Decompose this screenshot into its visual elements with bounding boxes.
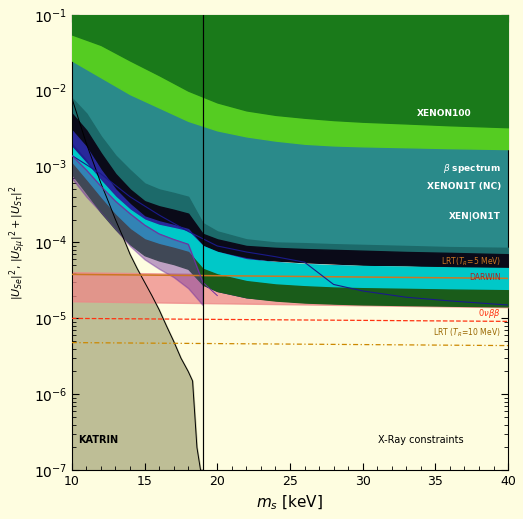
Y-axis label: $|U_{Se}|^2$, $|U_{S\mu}|^2+|U_{S\tau}|^2$: $|U_{Se}|^2$, $|U_{S\mu}|^2+|U_{S\tau}|^… bbox=[7, 185, 28, 300]
Text: LRT($T_R$=5 MeV): LRT($T_R$=5 MeV) bbox=[440, 256, 501, 268]
Text: X-Ray constraints: X-Ray constraints bbox=[378, 435, 464, 445]
Text: KATRIN: KATRIN bbox=[78, 435, 118, 445]
Text: XENON100: XENON100 bbox=[417, 109, 472, 118]
Text: $\beta$ spectrum: $\beta$ spectrum bbox=[443, 162, 501, 175]
Text: $0\nu\beta\beta$: $0\nu\beta\beta$ bbox=[479, 307, 501, 320]
Text: LRT ($T_R$=10 MeV): LRT ($T_R$=10 MeV) bbox=[433, 326, 501, 339]
X-axis label: $m_s$ [keV]: $m_s$ [keV] bbox=[256, 494, 324, 512]
Text: XEN|ON1T: XEN|ON1T bbox=[449, 212, 501, 221]
Text: DARWIN: DARWIN bbox=[469, 272, 501, 282]
Text: XENON1T (NC): XENON1T (NC) bbox=[427, 182, 501, 191]
